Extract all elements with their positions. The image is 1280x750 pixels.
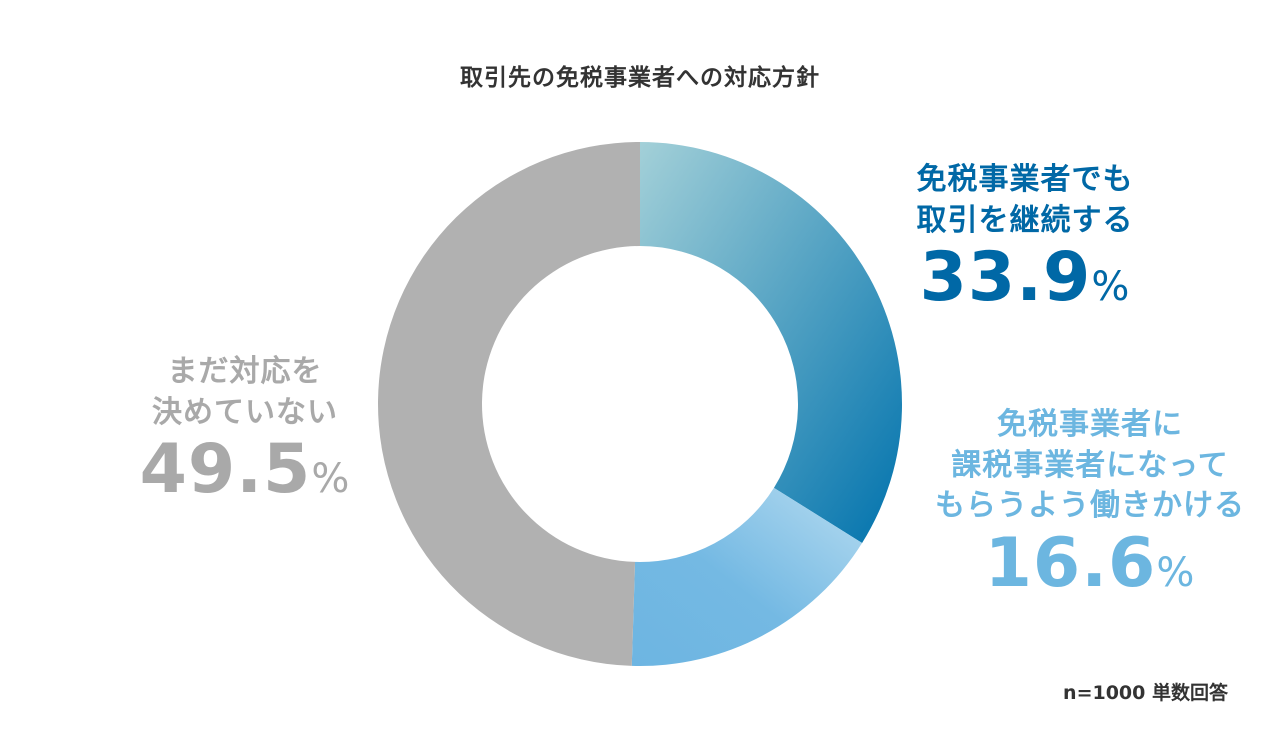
slice-undecided — [378, 142, 640, 666]
unit-undecided: % — [311, 456, 351, 502]
slice-continue — [640, 142, 902, 543]
label-undecided-line1: まだ対応を — [167, 354, 323, 389]
value-continue: 33.9 — [919, 238, 1092, 317]
label-continue-line2: 取引を継続する — [916, 202, 1134, 238]
label-continue-line1: 免税事業者でも — [916, 162, 1134, 197]
unit-continue: % — [1091, 264, 1131, 310]
chart-title: 取引先の免税事業者への対応方針 — [460, 65, 820, 91]
label-continue-value: 33.9% — [890, 238, 1160, 317]
label-convert-value: 16.6% — [920, 523, 1260, 603]
label-undecided-value: 49.5% — [120, 430, 370, 509]
label-convert: 免税事業者に 課税事業者になって もらうよう働きかける 16.6% — [920, 405, 1260, 601]
unit-convert: % — [1156, 549, 1196, 596]
label-convert-line2: 課税事業者になって — [951, 447, 1229, 483]
value-undecided: 49.5 — [139, 430, 312, 509]
label-undecided-line2: 決めていない — [152, 394, 338, 430]
sample-note: n=1000 単数回答 — [1063, 682, 1228, 704]
label-convert-line1: 免税事業者に — [997, 407, 1183, 442]
label-undecided: まだ対応を 決めていない 49.5% — [120, 352, 370, 508]
label-continue: 免税事業者でも 取引を継続する 33.9% — [890, 160, 1160, 316]
slice-convert — [631, 487, 863, 666]
value-convert: 16.6 — [984, 523, 1157, 603]
label-convert-line3: もらうよう働きかける — [935, 488, 1245, 523]
